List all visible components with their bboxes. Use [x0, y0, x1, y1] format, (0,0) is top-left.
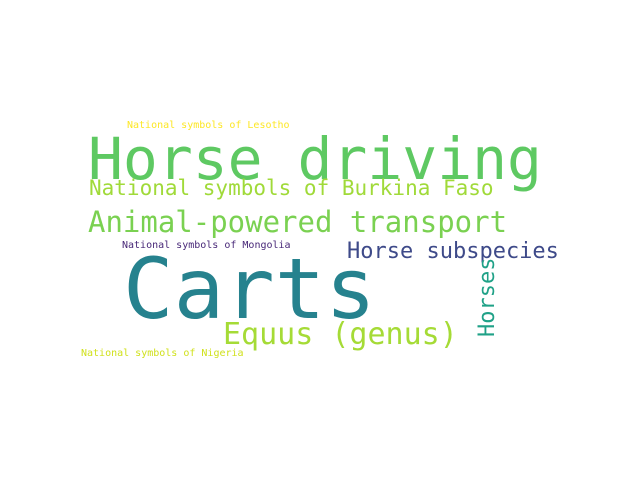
word-animal-powered-transport: Animal-powered transport [88, 205, 508, 239]
word-horses: Horses [475, 257, 500, 337]
word-equus-genus: Equus (genus) [223, 317, 458, 352]
word-carts: Carts [123, 240, 376, 338]
word-horse-subspecies: Horse subspecies [347, 239, 559, 264]
word-national-symbols-of-nigeria: National symbols of Nigeria [81, 348, 244, 359]
word-national-symbols-of-mongolia: National symbols of Mongolia [122, 240, 291, 251]
word-national-symbols-of-lesotho: National symbols of Lesotho [127, 120, 290, 131]
word-national-symbols-of-burkina-faso: National symbols of Burkina Faso [89, 176, 494, 200]
word-horse-driving: Horse driving [88, 125, 542, 193]
